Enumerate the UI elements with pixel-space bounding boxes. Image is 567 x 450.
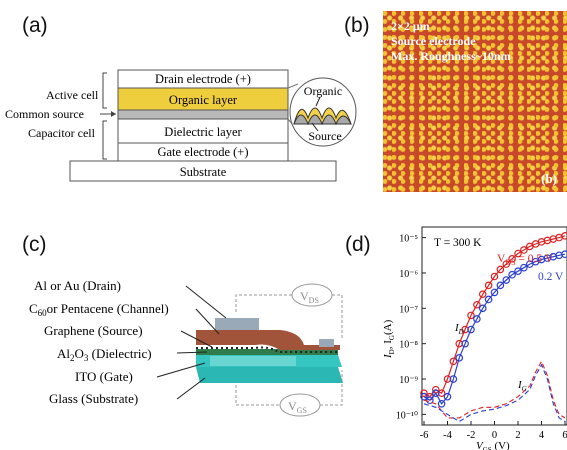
- data-point: [496, 281, 505, 290]
- data-point: [455, 354, 464, 362]
- afm-image: 2×2 μm Source electrode Max. Roughness~1…: [383, 11, 567, 192]
- data-point: [484, 281, 493, 290]
- panel-label-c: (c): [22, 233, 47, 256]
- data-point: [467, 311, 475, 320]
- afm-corner-label: (b): [541, 171, 557, 186]
- data-point: [520, 246, 528, 254]
- y-tick-label: 10⁻⁸: [399, 340, 418, 351]
- data-point: [502, 276, 511, 284]
- y-axis-label: ID, IG(A): [382, 319, 396, 359]
- label-ig-text: I: [517, 379, 523, 391]
- data-point: [508, 270, 516, 279]
- gate-current-line-3: [423, 363, 566, 423]
- gate-current-line-2: [423, 360, 566, 419]
- data-point: [431, 389, 440, 397]
- data-point: [514, 249, 522, 258]
- y-tick-label: 10⁻⁵: [399, 234, 418, 245]
- x-axis-label: VGS (V): [476, 440, 510, 450]
- legend-vds-symbol: V: [497, 253, 506, 265]
- data-point: [502, 260, 511, 268]
- data-point: [508, 255, 516, 263]
- x-tick-label: 4: [539, 430, 545, 441]
- data-point: [478, 304, 487, 313]
- data-point: [478, 290, 487, 298]
- series-line-1: [423, 253, 566, 405]
- y-axis-label-sub: D: [388, 349, 396, 354]
- label-id: ID: [454, 322, 464, 336]
- data-point: [449, 357, 458, 366]
- data-point: [514, 267, 522, 275]
- data-point: [490, 288, 499, 297]
- data-point: [426, 396, 434, 405]
- data-point: [496, 265, 505, 274]
- panel-label-d: (d): [345, 233, 371, 256]
- data-point: [520, 263, 528, 272]
- y-axis-label-mid: , I: [382, 340, 394, 350]
- annotation-temperature: T = 300 K: [434, 237, 482, 249]
- x-tick-label: 2: [515, 430, 520, 441]
- data-point: [561, 250, 567, 259]
- legend-02v: 0.2 V: [538, 271, 564, 283]
- y-tick-label: 10⁻⁷: [399, 304, 418, 315]
- x-tick-label: 6: [562, 430, 567, 441]
- y-axis-label-sub2: G: [388, 335, 396, 340]
- y-axis-label-i: I: [382, 353, 394, 359]
- label-ig-sub: G: [522, 385, 527, 393]
- data-point: [420, 392, 428, 401]
- y-axis-label-unit: (A): [382, 319, 394, 335]
- data-point: [420, 389, 428, 397]
- x-tick-label: -6: [420, 430, 429, 441]
- series-line-0: [423, 235, 566, 398]
- panel-label-a: (a): [22, 14, 48, 37]
- afm-source-text: Source electrode: [391, 34, 476, 48]
- x-tick-label: 0: [492, 430, 497, 441]
- label-id-text: I: [454, 322, 460, 334]
- y-tick-label: 10⁻⁶: [399, 269, 418, 280]
- data-point: [473, 300, 481, 309]
- x-axis-label-v: V: [476, 440, 484, 450]
- label-id-sub: D: [458, 328, 464, 336]
- data-point: [437, 399, 446, 408]
- data-point: [473, 315, 481, 323]
- y-tick-label: 10⁻¹⁰: [396, 410, 418, 421]
- afm-scale-text: 2×2 μm: [391, 19, 430, 33]
- legend-vds-sub: DS: [505, 258, 515, 267]
- data-point: [561, 232, 567, 240]
- x-axis-label-unit: (V): [492, 440, 510, 450]
- data-point: [449, 375, 458, 383]
- data-point: [490, 272, 499, 281]
- x-tick-label: -2: [467, 430, 476, 441]
- data-point: [443, 392, 452, 401]
- y-tick-label: 10⁻⁹: [399, 375, 418, 386]
- data-point: [461, 339, 469, 348]
- data-point: [484, 295, 493, 304]
- legend-vds-05: VDS = 0.5 V: [497, 253, 554, 267]
- x-tick-label: -4: [443, 430, 452, 441]
- afm-roughness-text: Max. Roughness~10nm: [391, 49, 511, 63]
- data-point: [467, 325, 475, 334]
- panel-label-b: (b): [344, 14, 370, 37]
- x-axis-label-sub: GS: [483, 446, 492, 450]
- legend-vds-value: = 0.5 V: [516, 253, 554, 265]
- label-ig: IG: [517, 379, 527, 393]
